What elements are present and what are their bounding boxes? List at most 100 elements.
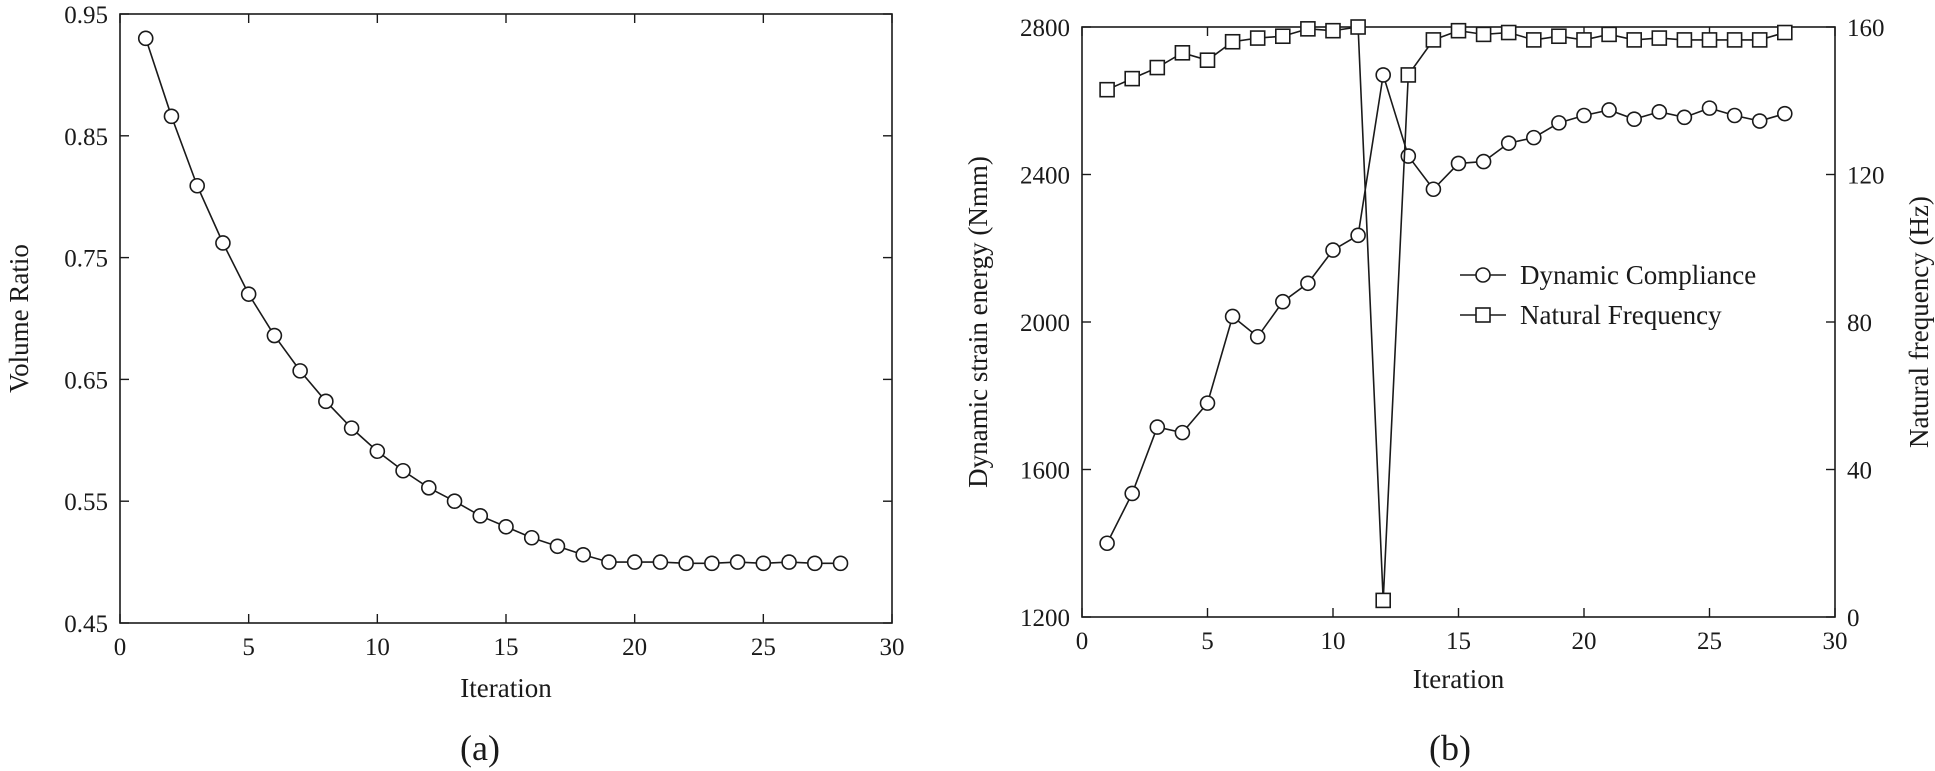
data-point	[1350, 19, 1366, 35]
chart-panel-b: 0 5 10 15 20 25 30 1200 1600 2000 2400 2800 0 40 80 120…	[963, 15, 1934, 768]
data-point	[266, 327, 283, 344]
data-point	[1526, 129, 1542, 146]
data-point	[1450, 155, 1467, 172]
data-point	[1350, 227, 1366, 244]
data-point	[215, 235, 231, 251]
data-point	[1500, 135, 1517, 151]
data-point	[1676, 32, 1693, 48]
data-point	[1475, 26, 1492, 43]
series-line	[144, 38, 841, 565]
data-point	[163, 108, 180, 125]
data-point	[1777, 105, 1793, 122]
data-point	[1174, 45, 1191, 61]
panel-label: (a)	[460, 728, 500, 768]
y-tick-label: 0.65	[64, 367, 108, 394]
data-point	[1149, 419, 1166, 435]
data-point	[1701, 100, 1718, 116]
data-point	[240, 286, 257, 302]
data-point	[1576, 32, 1592, 48]
data-point	[1224, 308, 1241, 325]
data-point	[523, 529, 540, 546]
data-point	[1375, 592, 1391, 609]
data-point	[446, 493, 463, 510]
data-point	[704, 555, 720, 572]
y2-tick-label: 160	[1847, 15, 1885, 42]
plot-frame	[1081, 26, 1836, 618]
data-point	[1726, 107, 1743, 124]
data-point	[1626, 32, 1642, 48]
data-point	[498, 518, 514, 535]
x-tick-label: 5	[242, 634, 255, 661]
data-point	[1249, 328, 1266, 345]
x-tick-label: 0	[114, 634, 127, 661]
data-point	[832, 555, 849, 572]
data-point	[1325, 242, 1341, 258]
series-line	[1106, 26, 1786, 601]
y-tick-label: 0.85	[64, 124, 108, 151]
data-point	[1576, 107, 1592, 124]
y-tick-label: 1200	[1020, 605, 1070, 632]
y-tick-label: 0.95	[64, 2, 108, 29]
x-tick-label: 15	[494, 634, 519, 661]
legend-item: Dynamic Compliance	[1460, 260, 1756, 290]
data-point	[1275, 293, 1291, 310]
data-point	[1099, 535, 1115, 552]
data-point	[1099, 81, 1115, 98]
data-point	[318, 393, 334, 410]
data-point	[652, 554, 669, 570]
legend-marker	[1475, 307, 1491, 323]
data-point	[1174, 424, 1191, 441]
x-tick-label: 30	[880, 634, 905, 661]
data-point	[806, 555, 823, 572]
x-tick-label: 15	[1446, 628, 1471, 655]
y2-tick-label: 120	[1847, 163, 1885, 190]
data-point	[1275, 28, 1291, 45]
data-point	[1777, 24, 1793, 41]
data-point	[137, 30, 154, 47]
legend-item: Natural Frequency	[1460, 300, 1722, 330]
data-point	[1375, 67, 1391, 83]
y-tick-label: 0.45	[64, 611, 108, 638]
y-tick-label: 2800	[1020, 15, 1070, 42]
y2-tick-label: 40	[1847, 458, 1872, 485]
data-point	[1124, 70, 1140, 87]
data-point	[1626, 111, 1642, 127]
data-point	[626, 554, 643, 570]
data-point	[1726, 32, 1743, 48]
data-point	[1751, 32, 1768, 48]
x-tick-label: 10	[1321, 628, 1346, 655]
data-point	[472, 508, 489, 524]
data-point	[678, 555, 694, 572]
x-tick-label: 25	[1697, 628, 1722, 655]
data-point	[1526, 32, 1542, 48]
data-point	[601, 554, 617, 570]
data-point	[343, 420, 360, 436]
data-point	[575, 546, 592, 563]
data-point	[369, 443, 386, 460]
data-point	[1651, 30, 1668, 46]
data-point	[1701, 32, 1718, 48]
y2-tick-label: 0	[1847, 605, 1860, 632]
y-tick-label: 0.75	[64, 246, 108, 273]
data-point	[1450, 22, 1467, 39]
legend-label: Natural Frequency	[1520, 300, 1722, 330]
data-point	[1425, 181, 1442, 198]
y-tick-label: 1600	[1020, 458, 1070, 485]
data-point	[1651, 104, 1668, 120]
y-tick-label: 0.55	[64, 489, 108, 516]
data-point	[1601, 26, 1617, 43]
series-volume-ratio	[137, 30, 849, 572]
data-point	[1500, 24, 1517, 41]
legend-label: Dynamic Compliance	[1520, 260, 1756, 290]
data-point	[1601, 102, 1617, 118]
data-point	[1199, 52, 1216, 68]
data-point	[1199, 395, 1216, 411]
data-point	[755, 555, 772, 572]
data-point	[781, 554, 797, 570]
data-point	[292, 363, 308, 379]
data-point	[1224, 33, 1241, 50]
data-point	[1425, 32, 1442, 48]
data-point	[1149, 59, 1166, 76]
x-axis-label: Iteration	[1413, 664, 1505, 694]
